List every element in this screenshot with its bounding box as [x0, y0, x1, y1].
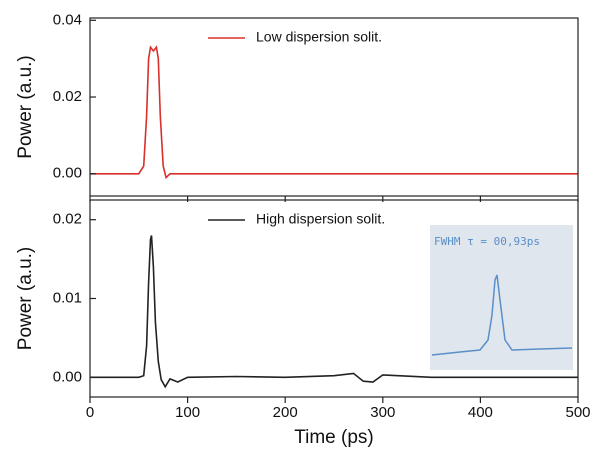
- y-tick-label: 0.02: [53, 211, 82, 228]
- x-tick-label: 500: [565, 404, 590, 421]
- y-tick-label: 0.00: [53, 165, 82, 182]
- data-line: [90, 235, 578, 389]
- data-line: [90, 45, 578, 180]
- legend-box: [200, 209, 360, 231]
- x-tick-label: 300: [370, 404, 395, 421]
- x-tick-label: 100: [175, 404, 200, 421]
- legend-box: [200, 27, 360, 49]
- y-tick-label: 0.04: [53, 11, 82, 28]
- y-axis-title: Power (a.u.): [15, 55, 36, 158]
- x-tick-label: 400: [468, 404, 493, 421]
- inset-photo: [430, 225, 573, 370]
- y-tick-label: 0.02: [53, 88, 82, 105]
- x-tick-label: 200: [273, 404, 298, 421]
- inset-trace: [431, 274, 573, 356]
- legend-label: Low dispersion solit.: [256, 29, 382, 45]
- inset-label: FWHM τ = 00,93ps: [434, 235, 540, 248]
- legend-label: High dispersion solit.: [256, 211, 385, 227]
- y-axis-title: Power (a.u.): [15, 247, 36, 350]
- x-axis-title: Time (ps): [294, 427, 374, 448]
- x-tick-label: 0: [86, 404, 94, 421]
- y-tick-label: 0.01: [53, 289, 82, 306]
- plot-frame: [89, 17, 579, 197]
- y-tick-label: 0.00: [53, 368, 82, 385]
